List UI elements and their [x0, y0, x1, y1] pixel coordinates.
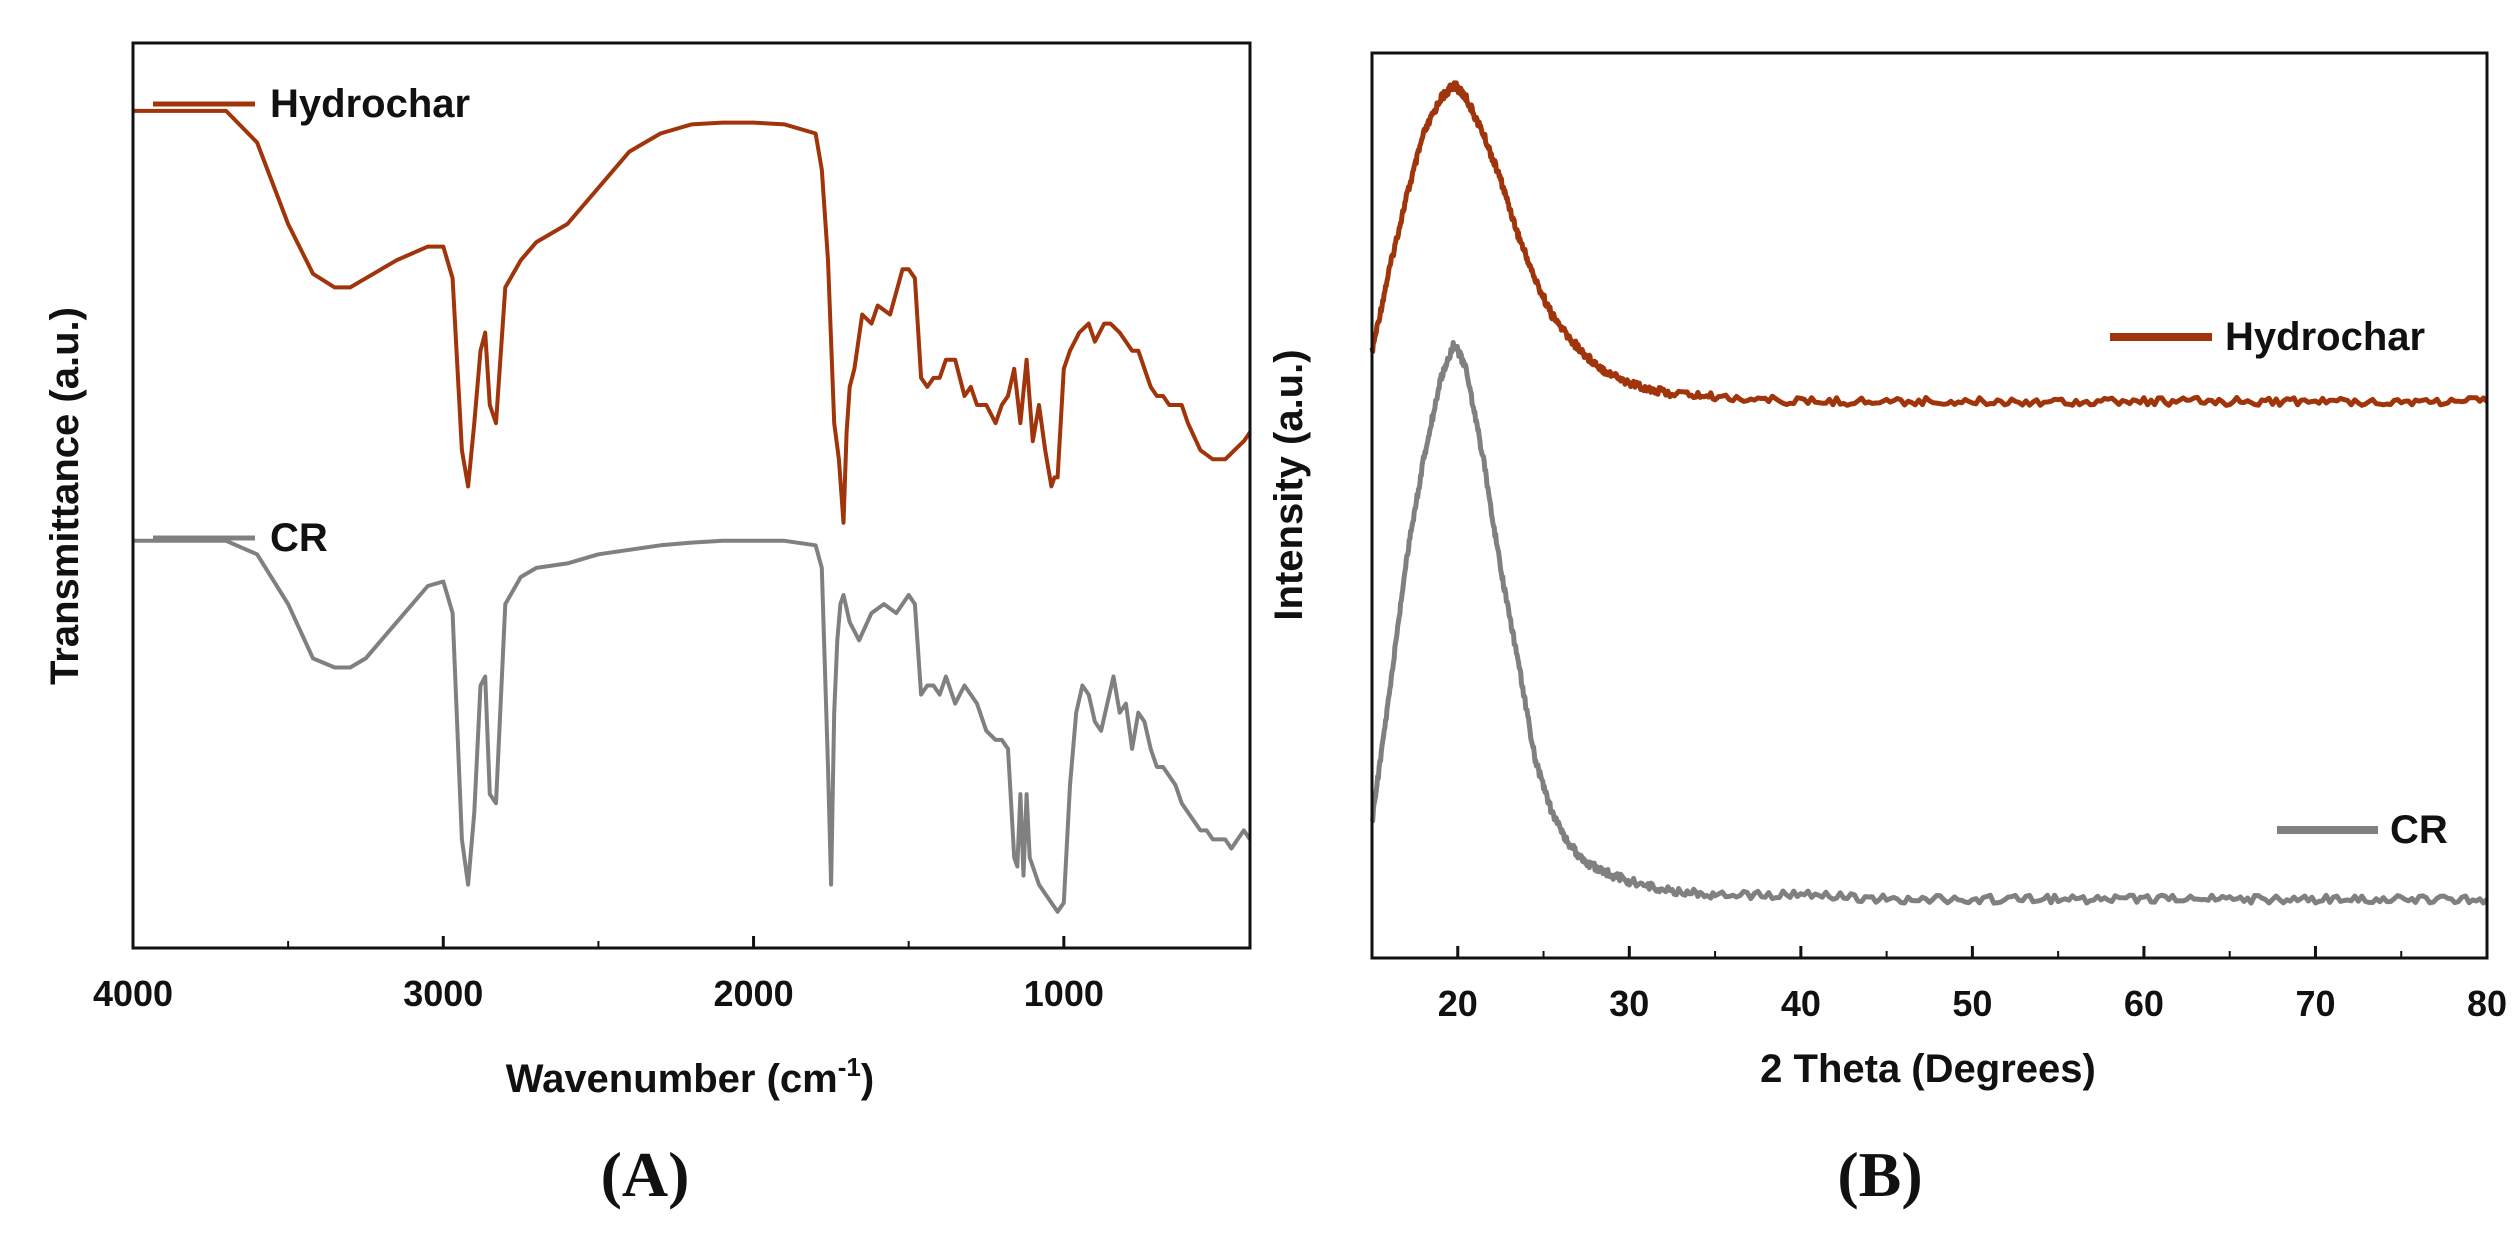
panel-a-x-axis-title: Wavenumber (cm-1): [506, 1052, 874, 1101]
x-tick-label: 40: [1781, 983, 1821, 1024]
panel-a-label-letter: A: [622, 1139, 668, 1210]
legend-label-hydrochar-b: Hydrochar: [2225, 315, 2425, 359]
panel-a-ftir-chart: 4000 3000 2000 1000 Hydrochar CR Wavenumber…: [43, 41, 1252, 1210]
panel-a-xlabel-superscript: -1: [838, 1052, 861, 1082]
x-tick-label: 30: [1609, 983, 1649, 1024]
panel-b-legend: Hydrochar CR: [2110, 315, 2448, 852]
panel-b-y-axis-title: Intensity (a.u.): [1267, 349, 1311, 620]
legend-label-cr: CR: [270, 516, 328, 560]
x-tick-label: 2000: [714, 973, 794, 1014]
x-tick-label: 1000: [1024, 973, 1104, 1014]
series-line-cr-a: [133, 538, 1252, 914]
panel-a-series-group: [133, 108, 1252, 914]
series-line-hydrochar-a: [133, 108, 1252, 525]
panel-a-label: (A): [601, 1139, 690, 1210]
panel-a-legend: Hydrochar CR: [153, 82, 470, 560]
panel-b-label-letter: B: [1859, 1139, 1902, 1210]
x-tick-label: 3000: [403, 973, 483, 1014]
panel-a-xlabel-main: Wavenumber (cm: [506, 1057, 838, 1101]
series-line-hydrochar-b: [1369, 80, 2489, 408]
x-tick-label: 80: [2467, 983, 2507, 1024]
panel-b-label: (B): [1837, 1139, 1922, 1210]
panel-b-plot-frame: [1370, 51, 2489, 960]
x-tick-label: 4000: [93, 973, 173, 1014]
x-tick-label: 70: [2295, 983, 2335, 1024]
x-tick-label: 60: [2124, 983, 2164, 1024]
legend-label-cr-b: CR: [2390, 808, 2448, 852]
panel-a-xlabel-end: ): [861, 1057, 874, 1101]
legend-label-hydrochar: Hydrochar: [270, 82, 470, 126]
panel-a-plot-frame: [131, 41, 1252, 950]
panel-a-y-axis-title: Transmittance (a.u.): [43, 307, 87, 685]
x-tick-label: 20: [1438, 983, 1478, 1024]
panel-b-x-axis-title: 2 Theta (Degrees): [1760, 1047, 2096, 1091]
panel-a-x-ticks: 4000 3000 2000 1000: [93, 936, 1104, 1014]
panel-b-x-ticks: 20 30 40 50 60 70 80: [1438, 946, 2507, 1024]
panel-b-series-group: [1369, 80, 2489, 906]
x-tick-label: 50: [1952, 983, 1992, 1024]
panel-b-xrd-chart: 20 30 40 50 60 70 80 Hydrochar CR 2 Theta (Deg…: [1267, 51, 2507, 1210]
series-line-cr-b: [1370, 340, 2489, 906]
